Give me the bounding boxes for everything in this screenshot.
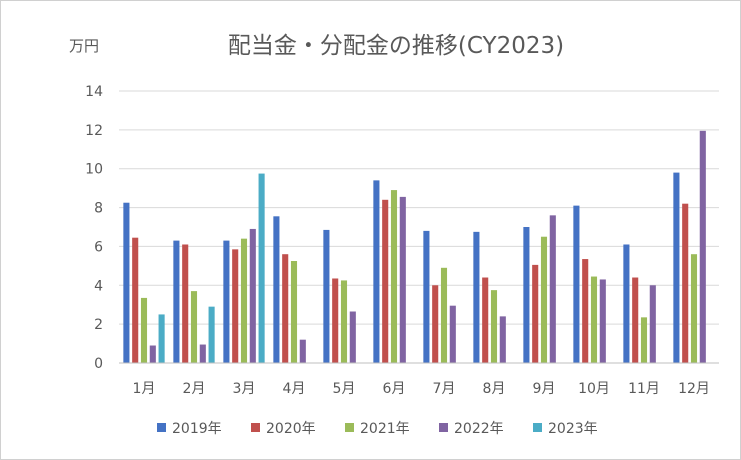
bar [158, 314, 165, 363]
bar [523, 227, 530, 363]
y-tick-label: 2 [94, 317, 103, 333]
bar [299, 339, 306, 363]
bar [682, 203, 689, 363]
unit-label: 万円 [69, 37, 99, 55]
bar [258, 173, 265, 363]
bar [540, 236, 548, 363]
bar [273, 216, 280, 363]
y-tick-label: 4 [94, 278, 103, 294]
y-tick-label: 6 [94, 239, 103, 255]
x-tick-label: 12月 [678, 381, 710, 397]
bar [173, 240, 180, 363]
legend-label: 2020年 [266, 421, 316, 437]
bar [499, 316, 506, 363]
legend-label: 2022年 [454, 421, 504, 437]
bar [573, 205, 580, 363]
bar [699, 130, 706, 363]
bar [490, 290, 498, 363]
y-axis-ticks: 0 2 4 6 8 10 12 14 [85, 84, 103, 372]
bar [440, 267, 448, 363]
bar [349, 311, 356, 363]
x-axis-ticks: 1月 2月 3月 4月 5月 6月 7月 8月 9月 10月 11月 12月 [133, 381, 710, 397]
x-tick-label: 2月 [183, 381, 206, 397]
bar [582, 259, 589, 363]
bar [449, 305, 456, 363]
legend-label: 2019年 [172, 421, 222, 437]
bar [632, 277, 639, 363]
bar [323, 229, 330, 363]
legend-label: 2023年 [548, 421, 598, 437]
bar [690, 254, 698, 363]
bar [132, 237, 139, 363]
bar [249, 228, 256, 363]
y-tick-label: 14 [85, 84, 103, 100]
bar [599, 279, 606, 363]
bar [640, 317, 648, 363]
bar [340, 280, 348, 363]
bar [623, 244, 630, 363]
bar [673, 172, 680, 363]
chart-title: 配当金・分配金の推移(CY2023) [228, 33, 564, 59]
legend-swatch [251, 423, 260, 432]
bar [240, 238, 248, 363]
x-tick-label: 11月 [628, 381, 660, 397]
bar [282, 254, 289, 363]
legend-swatch [533, 423, 542, 432]
bar [182, 244, 189, 363]
y-tick-label: 8 [94, 201, 103, 217]
legend: 2019年 2020年 2021年 2022年 2023年 [157, 421, 598, 437]
bar [382, 199, 389, 363]
x-tick-label: 8月 [483, 381, 506, 397]
bar [532, 264, 539, 363]
bar [373, 180, 380, 363]
bar [190, 291, 198, 363]
gridlines [119, 90, 719, 364]
bars [119, 130, 719, 364]
bar [549, 215, 556, 363]
bar [208, 306, 215, 363]
legend-label: 2021年 [360, 421, 410, 437]
x-tick-label: 7月 [433, 381, 456, 397]
bar [399, 196, 406, 363]
x-tick-label: 6月 [383, 381, 406, 397]
bar [423, 230, 430, 363]
x-tick-label: 9月 [533, 381, 556, 397]
x-tick-label: 3月 [233, 381, 256, 397]
y-tick-label: 10 [85, 162, 103, 178]
legend-swatch [345, 423, 354, 432]
bar [149, 345, 156, 363]
bar [123, 202, 130, 363]
bar [432, 285, 439, 363]
bar [390, 190, 398, 363]
bar [482, 277, 489, 363]
bar [140, 297, 148, 363]
bar [232, 249, 239, 363]
x-tick-label: 1月 [133, 381, 156, 397]
bar [590, 276, 598, 363]
x-tick-label: 10月 [578, 381, 610, 397]
bar [473, 231, 480, 363]
bar [223, 240, 230, 363]
x-tick-label: 4月 [283, 381, 306, 397]
bar [332, 278, 339, 363]
y-tick-label: 12 [85, 123, 103, 139]
y-tick-label: 0 [94, 356, 103, 372]
x-tick-label: 5月 [333, 381, 356, 397]
legend-swatch [157, 423, 166, 432]
legend-swatch [439, 423, 448, 432]
bar [290, 261, 298, 363]
bar [199, 344, 206, 363]
bar [649, 285, 656, 363]
